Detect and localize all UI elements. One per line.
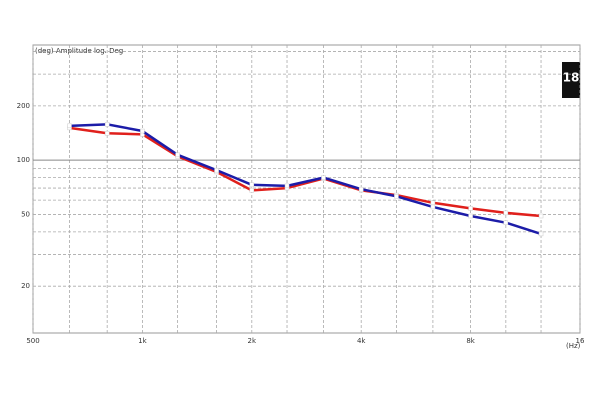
point-marker [214,167,219,173]
y-tick-label: 100 [17,156,30,164]
x-tick-label: 500 [26,337,39,345]
y-tick-label: 20 [21,282,30,290]
point-marker [468,213,473,219]
point-marker [104,130,110,136]
point-marker [321,175,326,180]
point-marker [430,200,436,206]
point-marker [67,123,72,129]
x-tick-label: 4k [357,337,366,345]
point-marker [503,210,509,216]
point-marker [430,204,436,210]
x-axis-label: (Hz) [566,342,581,350]
logo-box [562,62,580,98]
point-marker [538,231,544,237]
series-line [69,123,542,236]
point-marker [104,122,110,127]
x-tick-label: 2k [248,337,257,345]
y-tick-label: 200 [17,102,30,110]
point-marker [468,206,473,211]
x-tick-label: 1k [138,337,147,345]
plot-frame [32,44,581,334]
point-marker [249,188,255,193]
point-marker [249,182,255,188]
point-marker [175,152,180,158]
logo: 18 [562,62,580,98]
point-marker [140,128,145,134]
logo-text: 18 [563,71,580,85]
point-marker [538,213,544,219]
x-tick-label: 16 [576,337,585,345]
chart-title: (deg) Amplitude log. Deg [35,47,123,55]
point-marker [358,186,364,192]
series-line [69,126,542,218]
y-tick-label: 50 [21,210,30,218]
point-marker [284,183,290,189]
point-marker [503,220,509,225]
point-marker [394,194,399,199]
x-tick-label: 8k [466,337,475,345]
